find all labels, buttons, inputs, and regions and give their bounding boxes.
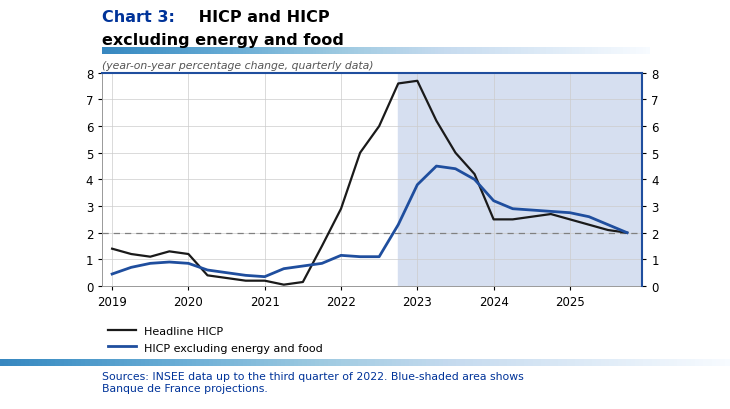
Text: (year-on-year percentage change, quarterly data): (year-on-year percentage change, quarter… <box>102 61 374 70</box>
Bar <box>399 74 642 286</box>
Text: Chart 3:: Chart 3: <box>102 10 175 25</box>
Text: HICP and HICP: HICP and HICP <box>193 10 330 25</box>
Legend: Headline HICP, HICP excluding energy and food: Headline HICP, HICP excluding energy and… <box>108 326 323 353</box>
Text: excluding energy and food: excluding energy and food <box>102 33 344 48</box>
Text: Sources: INSEE data up to the third quarter of 2022. Blue-shaded area shows
Banq: Sources: INSEE data up to the third quar… <box>102 371 524 393</box>
